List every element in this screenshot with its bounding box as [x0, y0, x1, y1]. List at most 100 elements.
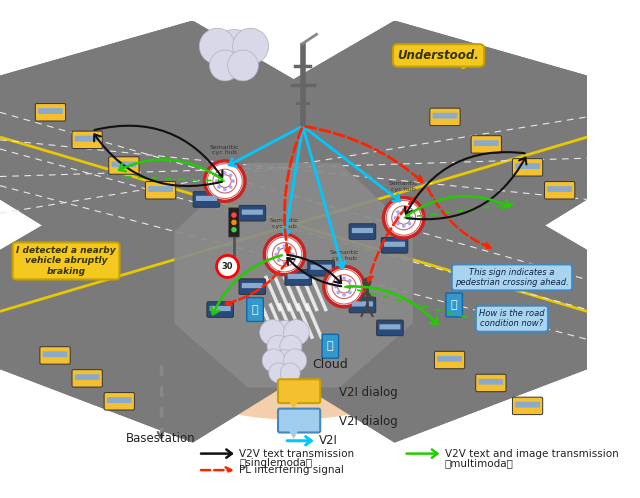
- Text: Understood.: Understood.: [397, 49, 479, 62]
- Circle shape: [362, 277, 372, 287]
- FancyBboxPatch shape: [145, 182, 176, 199]
- Circle shape: [276, 247, 280, 250]
- Polygon shape: [0, 20, 588, 443]
- Circle shape: [283, 261, 286, 264]
- FancyBboxPatch shape: [104, 392, 134, 410]
- FancyBboxPatch shape: [308, 260, 335, 276]
- Circle shape: [269, 350, 300, 379]
- Circle shape: [228, 50, 259, 81]
- Circle shape: [268, 321, 301, 354]
- Text: How is the road
condition now?: How is the road condition now?: [479, 309, 545, 328]
- FancyBboxPatch shape: [196, 196, 217, 201]
- Circle shape: [205, 161, 245, 201]
- FancyBboxPatch shape: [437, 356, 462, 362]
- Circle shape: [283, 245, 286, 248]
- FancyBboxPatch shape: [285, 269, 312, 285]
- FancyBboxPatch shape: [75, 135, 100, 141]
- FancyBboxPatch shape: [278, 379, 320, 403]
- Circle shape: [291, 252, 294, 256]
- Circle shape: [284, 349, 307, 372]
- FancyBboxPatch shape: [322, 334, 339, 358]
- Text: 🚶: 🚶: [451, 300, 458, 310]
- Text: Semantic
cyc hub: Semantic cyc hub: [210, 144, 239, 155]
- Circle shape: [408, 210, 412, 214]
- Circle shape: [289, 247, 292, 250]
- Polygon shape: [0, 20, 588, 443]
- Text: Semantic
cyc hub: Semantic cyc hub: [389, 181, 419, 192]
- FancyBboxPatch shape: [435, 351, 465, 369]
- Circle shape: [223, 188, 227, 191]
- FancyBboxPatch shape: [545, 182, 575, 199]
- FancyBboxPatch shape: [278, 409, 320, 432]
- FancyBboxPatch shape: [75, 374, 100, 380]
- FancyBboxPatch shape: [474, 140, 499, 146]
- Circle shape: [348, 279, 352, 282]
- Text: V2I dialog: V2I dialog: [339, 415, 398, 428]
- FancyBboxPatch shape: [471, 135, 501, 153]
- FancyBboxPatch shape: [380, 324, 401, 330]
- FancyBboxPatch shape: [72, 370, 102, 387]
- Text: V2V text transmission: V2V text transmission: [239, 449, 355, 459]
- Circle shape: [216, 255, 239, 277]
- Circle shape: [351, 285, 354, 288]
- FancyBboxPatch shape: [242, 283, 263, 288]
- FancyBboxPatch shape: [239, 205, 266, 221]
- Circle shape: [231, 227, 237, 233]
- FancyBboxPatch shape: [111, 161, 136, 167]
- Circle shape: [324, 266, 364, 307]
- Circle shape: [394, 216, 397, 220]
- FancyBboxPatch shape: [433, 113, 458, 119]
- FancyBboxPatch shape: [547, 186, 572, 192]
- Circle shape: [260, 320, 285, 345]
- FancyBboxPatch shape: [228, 208, 239, 237]
- FancyBboxPatch shape: [381, 238, 408, 253]
- Circle shape: [223, 171, 227, 175]
- Text: Basestation: Basestation: [125, 431, 195, 445]
- Circle shape: [228, 185, 232, 189]
- FancyBboxPatch shape: [310, 264, 332, 270]
- Circle shape: [461, 64, 466, 69]
- FancyBboxPatch shape: [43, 351, 67, 357]
- Circle shape: [348, 291, 352, 294]
- FancyBboxPatch shape: [287, 274, 308, 279]
- Circle shape: [275, 252, 278, 256]
- FancyBboxPatch shape: [349, 224, 376, 240]
- Circle shape: [280, 335, 302, 357]
- Polygon shape: [289, 431, 298, 439]
- FancyBboxPatch shape: [107, 397, 132, 403]
- Circle shape: [267, 335, 289, 357]
- Text: （singlemoda）: （singlemoda）: [239, 458, 312, 468]
- Circle shape: [231, 220, 237, 225]
- Circle shape: [233, 28, 269, 64]
- Text: 🚶: 🚶: [327, 341, 333, 351]
- Circle shape: [408, 222, 412, 226]
- FancyBboxPatch shape: [207, 302, 234, 317]
- FancyBboxPatch shape: [40, 347, 70, 364]
- Text: This sign indicates a
pedestrian crossing ahead.: This sign indicates a pedestrian crossin…: [455, 268, 569, 287]
- Polygon shape: [174, 163, 413, 387]
- FancyBboxPatch shape: [72, 131, 102, 148]
- FancyBboxPatch shape: [239, 279, 266, 294]
- Circle shape: [342, 293, 346, 297]
- Circle shape: [396, 210, 400, 214]
- Circle shape: [410, 216, 414, 220]
- FancyBboxPatch shape: [515, 163, 540, 169]
- FancyBboxPatch shape: [148, 186, 173, 192]
- FancyBboxPatch shape: [38, 108, 63, 114]
- Text: V2I dialog: V2I dialog: [339, 385, 398, 398]
- Text: Semantic
cyc hub: Semantic cyc hub: [330, 250, 359, 261]
- Text: I detected a nearby
vehicle abruptly
braking: I detected a nearby vehicle abruptly bra…: [16, 246, 116, 276]
- Text: Semantic
cyc hub: Semantic cyc hub: [269, 218, 299, 229]
- FancyBboxPatch shape: [247, 298, 263, 322]
- Circle shape: [402, 208, 406, 211]
- FancyBboxPatch shape: [349, 297, 376, 313]
- FancyBboxPatch shape: [109, 157, 139, 174]
- Text: PL interfering signal: PL interfering signal: [239, 465, 344, 475]
- Circle shape: [284, 320, 309, 345]
- FancyBboxPatch shape: [376, 320, 403, 336]
- FancyBboxPatch shape: [352, 301, 373, 306]
- Text: 🚶: 🚶: [252, 305, 259, 315]
- Circle shape: [383, 198, 424, 238]
- Circle shape: [211, 29, 257, 76]
- Circle shape: [463, 48, 469, 54]
